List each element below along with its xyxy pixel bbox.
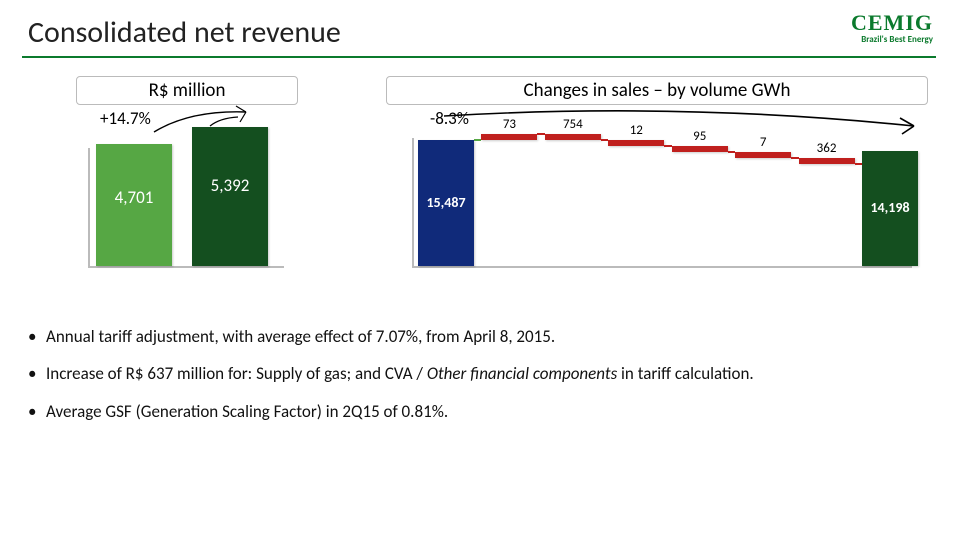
- waterfall-step-label: 362: [795, 141, 859, 156]
- brand-logo-main: CEMIG: [851, 10, 933, 36]
- bullet-text-italic: Other financial components: [427, 363, 617, 384]
- revenue-bar: 4,701: [96, 144, 172, 266]
- waterfall-step-bar: [799, 158, 855, 164]
- revenue-bar: 5,392: [192, 127, 268, 266]
- page-title: Consolidated net revenue: [28, 14, 341, 51]
- revenue-bar-label: 5,392: [192, 175, 268, 196]
- bullet-list: Annual tariff adjustment, with average e…: [28, 326, 908, 438]
- waterfall-value-label: 15,487: [418, 194, 474, 211]
- bullet-text: in tariff calculation.: [617, 363, 754, 384]
- title-rule: [22, 56, 936, 58]
- bullet-text: Average GSF (Generation Scaling Factor) …: [46, 401, 448, 422]
- revenue-x-axis: [88, 266, 284, 268]
- waterfall-chart: 15,487737541295736214,198: [400, 128, 920, 268]
- bullet-item: Increase of R$ 637 million for: Supply o…: [28, 363, 908, 384]
- waterfall-connector: [664, 145, 671, 147]
- waterfall-down-arrow-icon: [440, 108, 930, 138]
- brand-logo: CEMIG Brazil's Best Energy: [851, 10, 933, 45]
- waterfall-connector: [791, 157, 798, 159]
- revenue-y-axis: [88, 148, 90, 268]
- waterfall-step-bar: [672, 146, 728, 152]
- waterfall-y-axis: [412, 138, 414, 268]
- bullet-item: Average GSF (Generation Scaling Factor) …: [28, 401, 908, 422]
- waterfall-x-axis: [412, 266, 912, 268]
- revenue-up-arrow-icon: [150, 104, 270, 140]
- revenue-bar-label: 4,701: [96, 187, 172, 208]
- revenue-card-label: R$ million: [76, 76, 298, 105]
- bullet-item: Annual tariff adjustment, with average e…: [28, 326, 908, 347]
- waterfall-step-bar: [735, 152, 791, 158]
- bullet-text: Increase of R$ 637 million for: Supply o…: [46, 363, 427, 384]
- waterfall-card-label: Changes in sales – by volume GWh: [386, 76, 928, 105]
- waterfall-step-bar: [608, 140, 664, 146]
- bullet-text: Annual tariff adjustment, with average e…: [46, 326, 555, 347]
- brand-logo-sub: Brazil's Best Energy: [851, 34, 933, 45]
- waterfall-value-label: 14,198: [862, 199, 918, 216]
- waterfall-connector: [855, 163, 862, 165]
- waterfall-connector: [474, 139, 481, 141]
- waterfall-connector: [728, 151, 735, 153]
- waterfall-connector: [601, 139, 608, 141]
